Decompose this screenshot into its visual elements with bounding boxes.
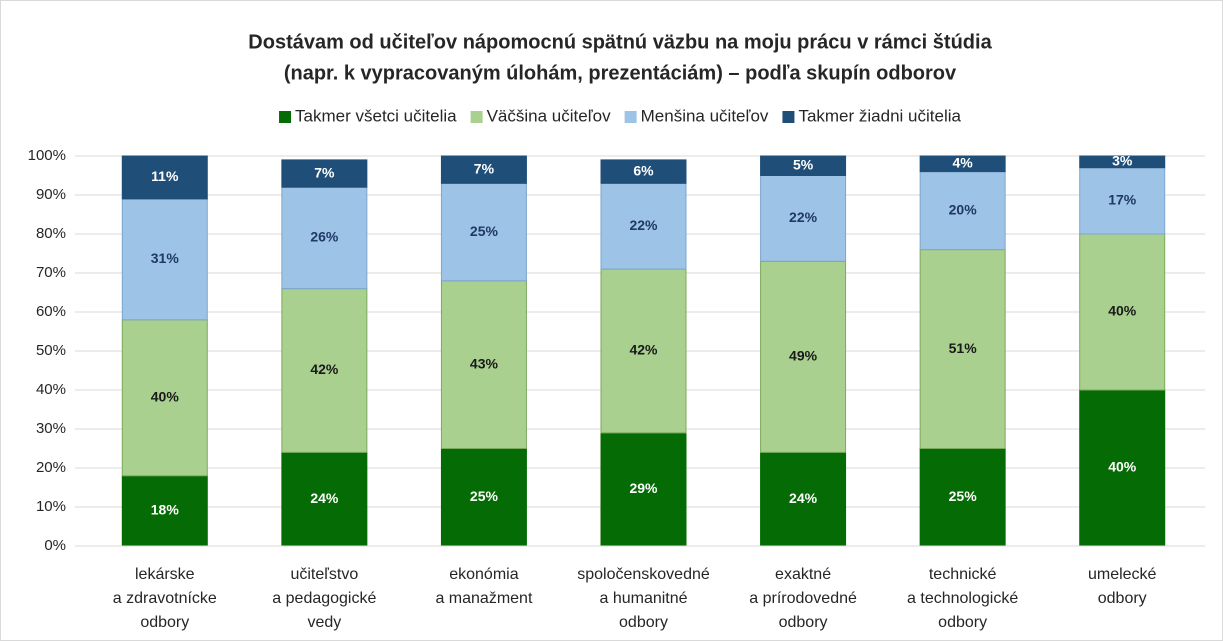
bar-segment (919, 155, 1006, 173)
bar-segment (281, 186, 368, 290)
data-label: 3% (1112, 153, 1133, 169)
x-tick-label: a pedagogické (272, 590, 376, 607)
bar-segment (440, 182, 527, 282)
chart-title: (napr. k vypracovaným úlohám, prezentáci… (284, 62, 957, 84)
x-tick-label: vedy (307, 614, 341, 631)
bar-segment (760, 260, 847, 453)
data-label: 17% (1108, 192, 1137, 208)
legend-item: Takmer žiadni učitelia (782, 106, 962, 125)
data-label: 24% (789, 490, 818, 506)
y-tick-label: 80% (36, 225, 66, 242)
x-tick-label: odbory (619, 614, 668, 631)
data-label: 51% (949, 340, 978, 356)
bar-segment (600, 159, 687, 184)
data-label: 26% (310, 229, 339, 245)
data-label: 43% (470, 355, 499, 371)
x-tick-label: a humanitné (599, 590, 687, 607)
y-tick-label: 40% (36, 381, 66, 398)
bar-segment (281, 159, 368, 188)
y-tick-label: 30% (36, 420, 66, 437)
data-label: 29% (629, 480, 658, 496)
legend-label: Takmer všetci učitelia (295, 106, 457, 125)
data-label: 20% (949, 201, 978, 217)
y-tick-label: 10% (36, 498, 66, 515)
data-label: 7% (474, 160, 495, 176)
x-tick-label: technické (929, 566, 997, 583)
y-tick-label: 90% (36, 186, 66, 203)
x-tick-label: odbory (140, 614, 189, 631)
x-tick-label: odbory (938, 614, 987, 631)
data-label: 40% (151, 389, 180, 405)
bar-segment (121, 198, 208, 321)
legend-swatch (279, 111, 292, 123)
data-label: 6% (633, 162, 654, 178)
legend-swatch (624, 111, 637, 123)
legend-label: Väčšina učiteľov (487, 106, 612, 125)
data-label: 7% (314, 164, 335, 180)
y-tick-label: 60% (36, 303, 66, 320)
y-tick-label: 0% (44, 537, 66, 554)
legend-swatch (782, 111, 795, 123)
data-label: 22% (629, 217, 658, 233)
data-label: 49% (789, 348, 818, 364)
data-label: 40% (1108, 303, 1137, 319)
data-label: 11% (151, 168, 179, 184)
bar-segment (1079, 155, 1166, 169)
x-tick-label: odbory (779, 614, 828, 631)
x-tick-label: a zdravotnícke (113, 590, 217, 607)
legend-item: Väčšina učiteľov (470, 106, 612, 125)
x-tick-label: a manažment (435, 590, 532, 607)
bar-segment (440, 280, 527, 449)
data-label: 24% (310, 490, 339, 506)
data-label: 40% (1108, 459, 1137, 475)
bar-segment (440, 448, 527, 547)
data-label: 25% (949, 488, 978, 504)
y-tick-label: 50% (36, 342, 66, 359)
data-label: 42% (310, 361, 339, 377)
y-tick-label: 20% (36, 459, 66, 476)
data-label: 4% (953, 155, 974, 171)
bar-segment (121, 155, 208, 200)
data-label: 22% (789, 209, 818, 225)
x-tick-label: ekonómia (449, 566, 518, 583)
x-tick-label: lekárske (135, 566, 195, 583)
bar-segment (919, 171, 1006, 251)
bar-segment (121, 319, 208, 477)
chart-title: Dostávam od učiteľov nápomocnú spätnú vä… (248, 31, 992, 53)
x-tick-label: a prírodovedné (749, 590, 857, 607)
legend-label: Takmer žiadni učitelia (798, 106, 961, 125)
bar-segment (1079, 167, 1166, 235)
bar-segment (281, 288, 368, 453)
bar-segment (760, 155, 847, 176)
bar-segment (760, 175, 847, 262)
data-label: 31% (151, 250, 180, 266)
legend-item: Menšina učiteľov (624, 106, 769, 125)
data-label: 42% (629, 342, 658, 358)
bar-segment (440, 155, 527, 184)
y-tick-label: 100% (28, 147, 66, 164)
legend-item: Takmer všetci učitelia (279, 106, 457, 125)
bar-segment (600, 182, 687, 270)
data-label: 25% (470, 223, 499, 239)
x-tick-label: odbory (1098, 590, 1147, 607)
x-tick-label: učiteľstvo (290, 566, 358, 583)
bar-segment (121, 475, 208, 547)
x-tick-label: umelecké (1088, 566, 1157, 583)
data-label: 25% (470, 488, 499, 504)
data-label: 18% (151, 502, 180, 518)
bar-segment (600, 268, 687, 434)
bar-segment (919, 249, 1006, 449)
y-tick-label: 70% (36, 264, 66, 281)
legend-label: Menšina učiteľov (641, 106, 769, 125)
x-tick-label: exaktné (775, 566, 831, 583)
x-tick-label: a technologické (907, 590, 1018, 607)
x-tick-label: spoločenskovedné (577, 566, 710, 583)
data-label: 5% (793, 156, 814, 172)
legend-swatch (470, 111, 483, 123)
